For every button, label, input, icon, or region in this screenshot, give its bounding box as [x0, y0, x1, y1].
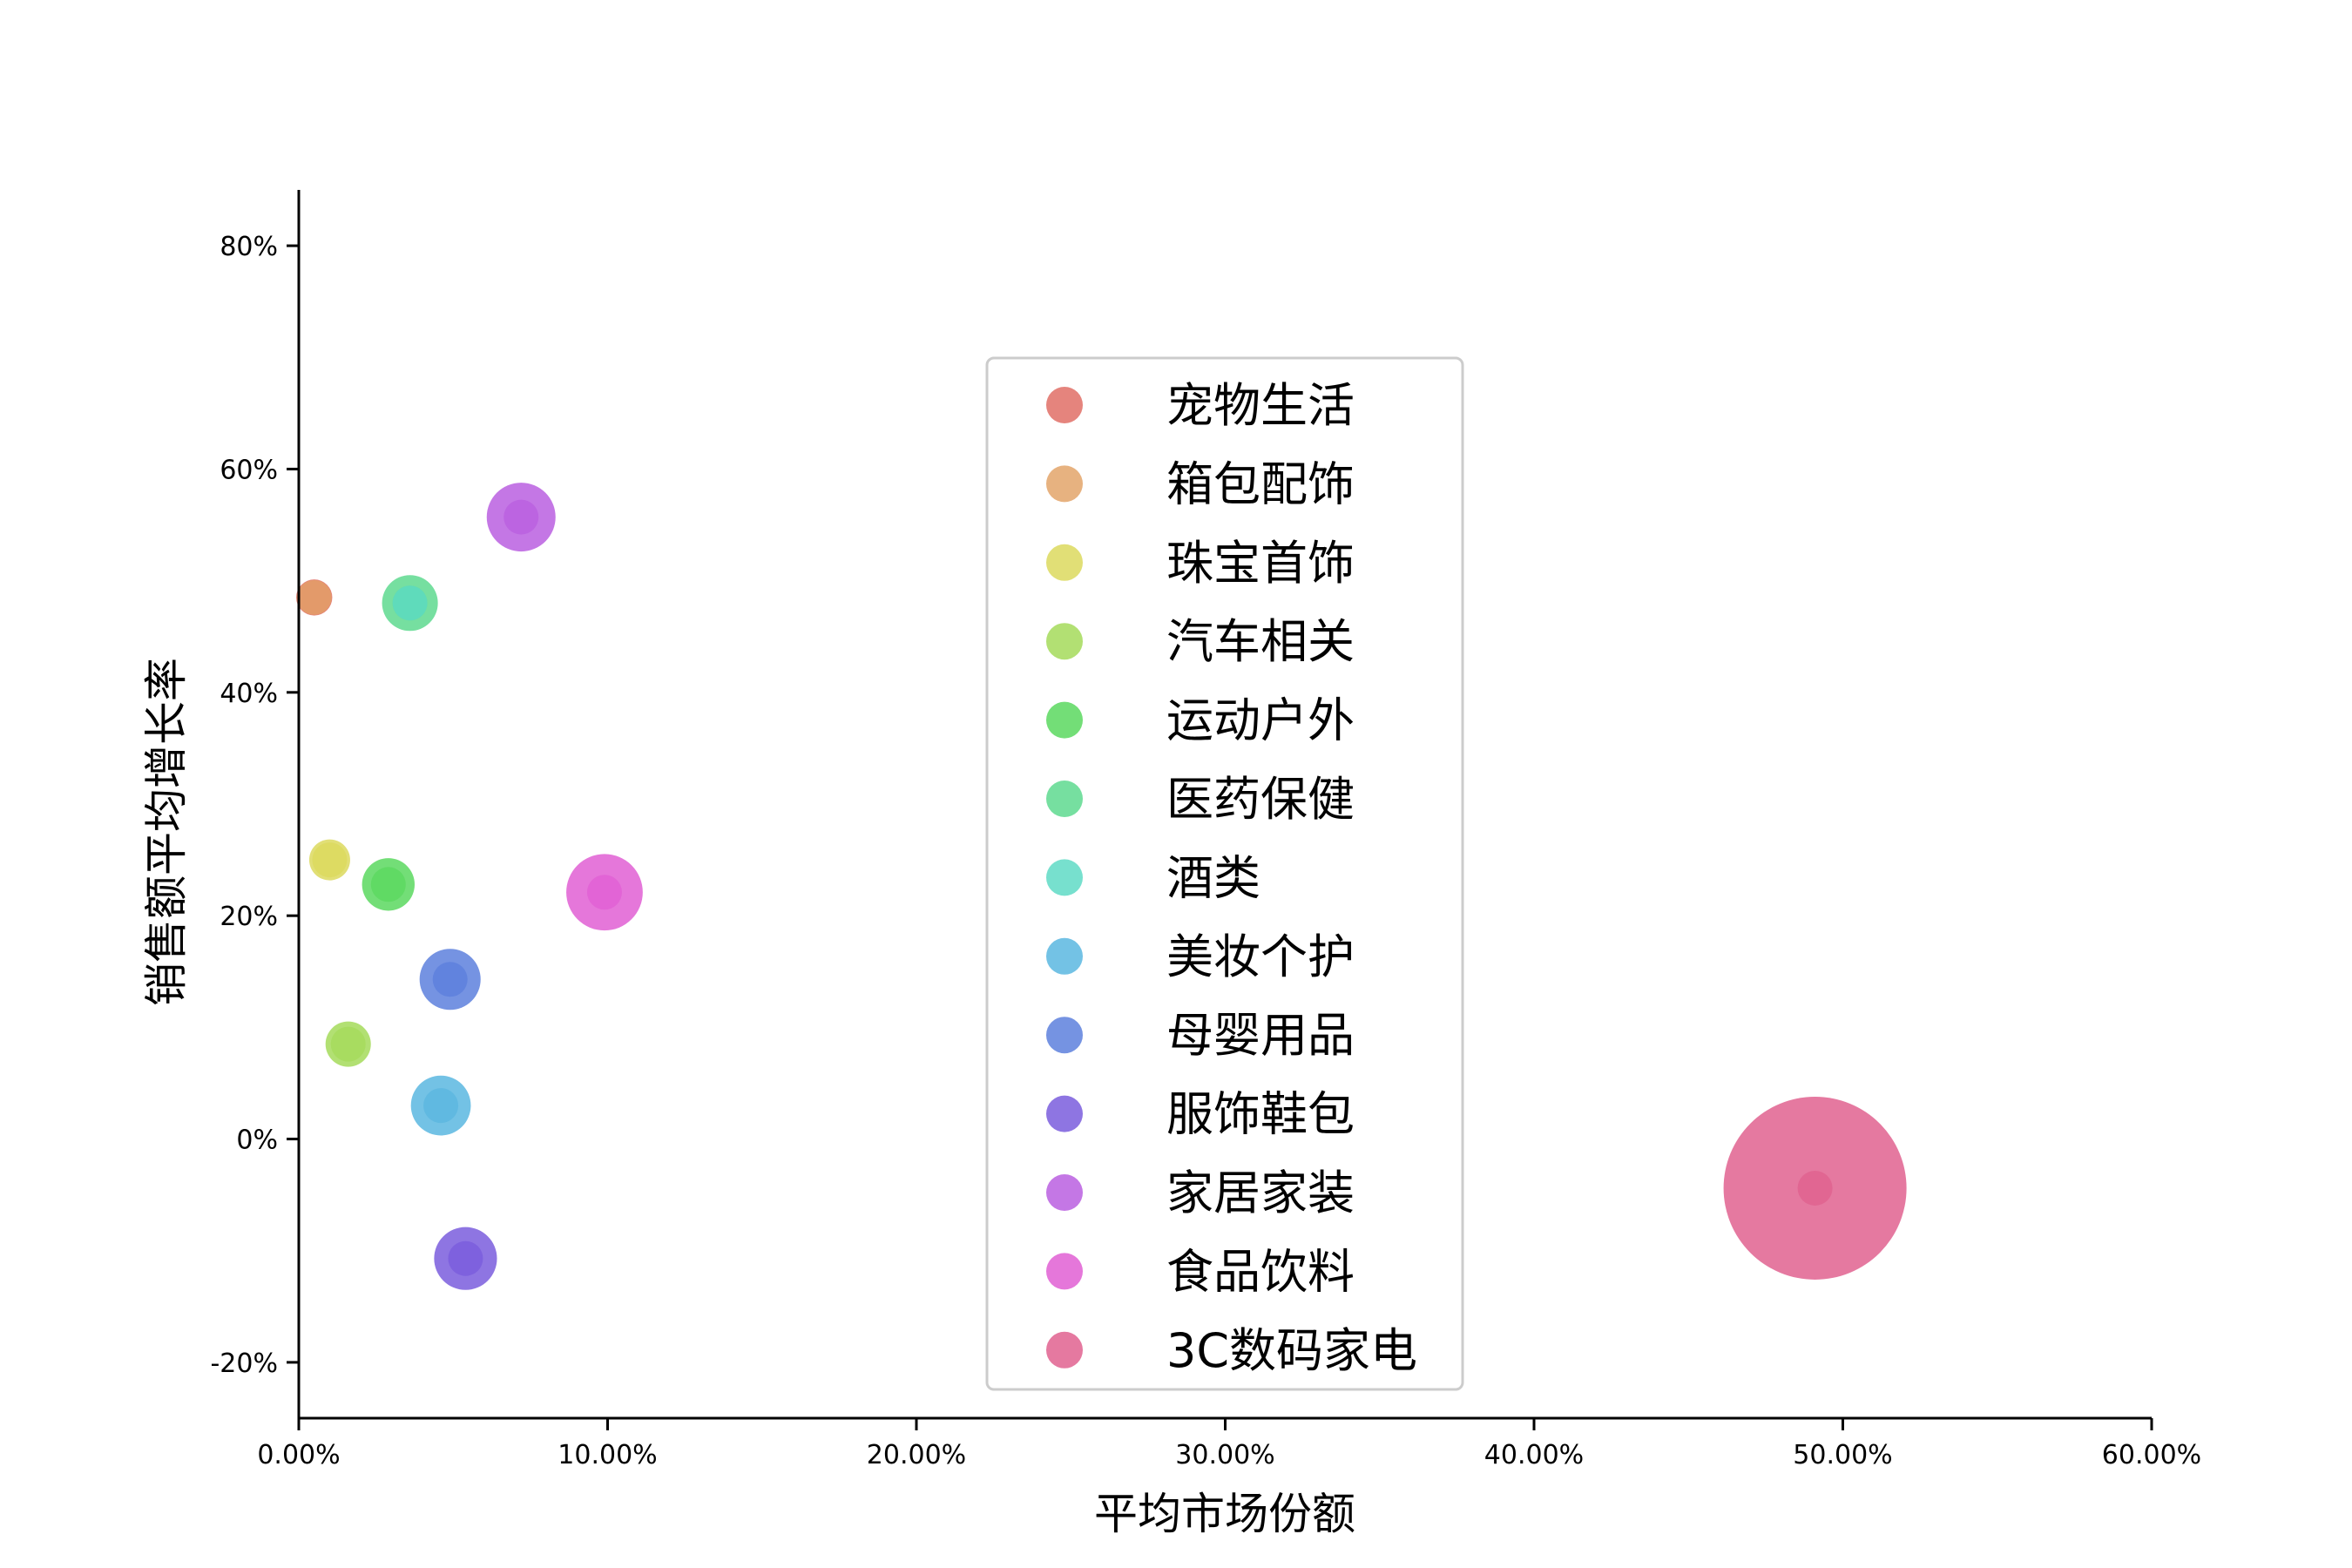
bubble-core-point: [1797, 1170, 1833, 1206]
y-tick-label: 60%: [220, 455, 278, 485]
legend-marker: [1046, 701, 1083, 739]
legend-label: 医药保健: [1166, 772, 1355, 827]
y-tick-layer: -20% 0% 20% 40% 60% 80%: [210, 232, 299, 1379]
legend-label: 美妆个护: [1166, 929, 1355, 984]
y-tick-label: -20%: [210, 1348, 278, 1379]
y-axis-label: 销售额平均增长率: [141, 658, 192, 1006]
legend-marker: [1046, 1095, 1083, 1132]
x-tick-label: 30.00%: [1175, 1440, 1274, 1470]
legend-marker: [1046, 465, 1083, 503]
legend-marker: [1046, 623, 1083, 660]
bubble-core-point: [370, 867, 406, 902]
legend-label: 食品饮料: [1166, 1244, 1355, 1299]
x-tick-label: 40.00%: [1484, 1440, 1584, 1470]
y-tick-label: 20%: [220, 902, 278, 932]
legend-marker: [1046, 1017, 1083, 1054]
bubble-core-point: [448, 1240, 483, 1276]
legend-label: 汽车相关: [1166, 614, 1355, 669]
legend: 宠物生活箱包配饰珠宝首饰汽车相关运动户外医药保健酒类美妆个护母婴用品服饰鞋包家居…: [985, 356, 1464, 1391]
legend-marker: [1046, 387, 1083, 423]
legend-label: 服饰鞋包: [1166, 1087, 1355, 1142]
legend-marker: [1046, 781, 1083, 817]
legend-label: 珠宝首饰: [1166, 536, 1355, 591]
legend-label: 箱包配饰: [1166, 456, 1355, 511]
legend-marker: [1046, 1174, 1083, 1211]
bubble-core-point: [330, 1026, 366, 1062]
bubble-core-point: [432, 962, 468, 997]
legend-label: 运动户外: [1166, 693, 1355, 748]
legend-label: 家居家装: [1166, 1166, 1355, 1220]
legend-label: 母婴用品: [1166, 1008, 1355, 1063]
x-axis-label: 平均市场份额: [1094, 1489, 1355, 1539]
legend-marker: [1046, 1253, 1083, 1290]
bubble-core-point: [586, 875, 622, 910]
bubble-core-point: [312, 842, 348, 878]
y-tick-label: 40%: [220, 679, 278, 709]
x-tick-label: 60.00%: [2102, 1440, 2201, 1470]
x-tick-label: 50.00%: [1793, 1440, 1892, 1470]
x-tick-label: 10.00%: [558, 1440, 657, 1470]
x-tick-layer: 0.00% 10.00% 20.00% 30.00% 40.00% 50.00% 60.00…: [257, 1418, 2201, 1470]
legend-marker: [1046, 859, 1083, 896]
bubble-core-point: [392, 585, 428, 621]
legend-marker: [1046, 937, 1083, 975]
bubble-core-point: [296, 579, 332, 615]
legend-label: 宠物生活: [1166, 378, 1355, 433]
bubble-layer: [296, 483, 1907, 1290]
bubble-core-point: [423, 1088, 459, 1124]
y-tick-label: 0%: [236, 1125, 278, 1156]
legend-label: 3C数码家电: [1166, 1323, 1417, 1378]
bubble-core-point: [504, 499, 539, 535]
legend-label: 酒类: [1166, 850, 1260, 905]
x-tick-label: 0.00%: [257, 1440, 340, 1470]
legend-marker: [1046, 1331, 1083, 1369]
legend-marker: [1046, 544, 1083, 581]
legend-box: [985, 356, 1464, 1391]
x-tick-label: 20.00%: [867, 1440, 966, 1470]
y-tick-label: 80%: [220, 232, 278, 262]
